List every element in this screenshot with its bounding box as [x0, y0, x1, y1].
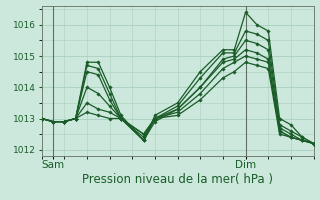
- X-axis label: Pression niveau de la mer( hPa ): Pression niveau de la mer( hPa ): [82, 173, 273, 186]
